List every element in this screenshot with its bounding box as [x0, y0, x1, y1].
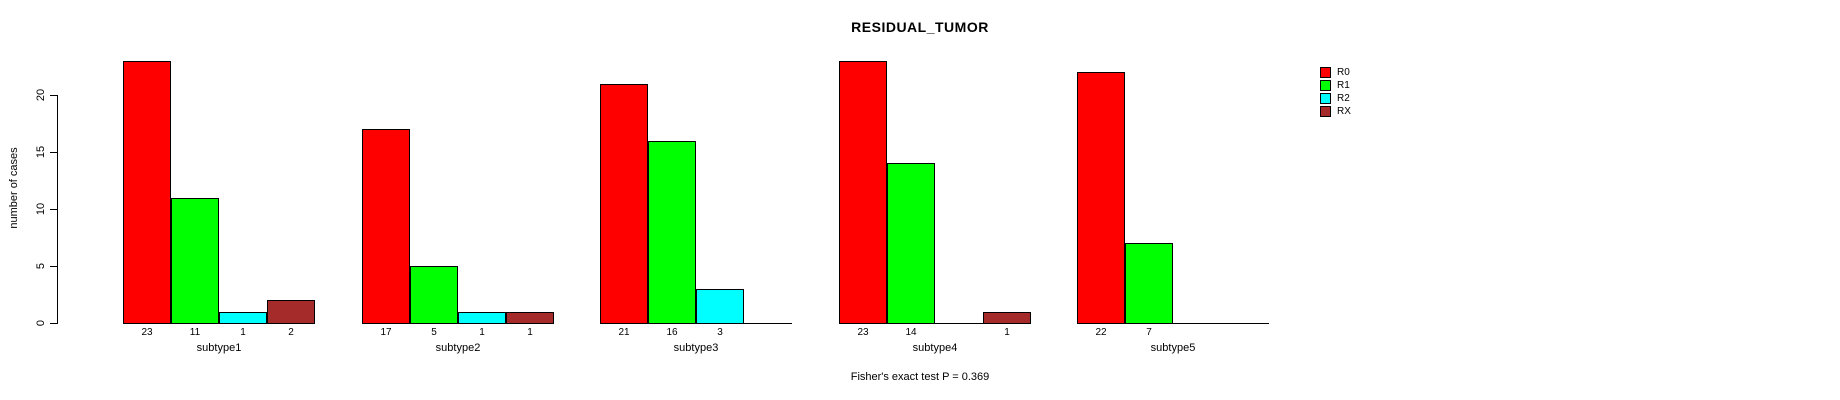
y-axis-tick	[50, 209, 57, 210]
legend-swatch-R2	[1320, 93, 1331, 104]
y-axis-tick-label: 5	[35, 262, 47, 270]
group-baseline	[1077, 323, 1269, 324]
bar-count-label: 11	[189, 327, 201, 338]
y-axis-line	[57, 95, 58, 324]
bar-count-label: 1	[479, 327, 485, 338]
group-baseline	[839, 323, 1031, 324]
fisher-test-annotation: Fisher's exact test P = 0.369	[850, 371, 990, 383]
bar-subtype1-R2	[219, 312, 267, 324]
y-axis-tick-label: 0	[35, 319, 47, 327]
legend-label-R1: R1	[1337, 80, 1350, 91]
legend-swatch-RX	[1320, 106, 1331, 117]
y-axis-tick-label: 20	[35, 88, 47, 102]
bar-subtype3-R0	[600, 84, 648, 324]
y-axis-tick	[50, 266, 57, 267]
bar-count-label: 5	[431, 327, 437, 338]
bar-count-label: 1	[240, 327, 246, 338]
bar-subtype5-R1	[1125, 243, 1173, 324]
bar-subtype2-R1	[410, 266, 458, 324]
bar-subtype1-RX	[267, 300, 315, 324]
bar-count-label: 21	[618, 327, 630, 338]
legend-label-R2: R2	[1337, 93, 1350, 104]
bar-count-label: 23	[857, 327, 869, 338]
bar-subtype1-R1	[171, 198, 219, 324]
bar-count-label: 1	[1004, 327, 1010, 338]
x-axis-label-subtype2: subtype2	[435, 342, 481, 354]
bar-subtype5-R0	[1077, 72, 1125, 324]
bar-subtype2-R0	[362, 129, 410, 324]
bar-subtype3-R2	[696, 289, 744, 324]
x-axis-label-subtype3: subtype3	[673, 342, 719, 354]
bar-subtype3-R1	[648, 141, 696, 324]
y-axis-tick-label: 15	[35, 145, 47, 159]
bar-subtype2-RX	[506, 312, 554, 324]
legend-label-R0: R0	[1337, 67, 1350, 78]
y-axis-tick	[50, 323, 57, 324]
bar-count-label: 2	[288, 327, 294, 338]
bar-count-label: 7	[1146, 327, 1152, 338]
legend: R0 R1 R2 RX	[1320, 66, 1351, 118]
y-axis-tick-label: 10	[35, 202, 47, 216]
bar-count-label: 16	[666, 327, 678, 338]
x-axis-label-subtype1: subtype1	[196, 342, 242, 354]
bar-subtype4-R1	[887, 163, 935, 324]
legend-item-R2: R2	[1320, 92, 1351, 105]
bar-count-label: 23	[141, 327, 153, 338]
y-axis-title: number of cases	[8, 147, 20, 229]
chart-title: RESIDUAL_TUMOR	[851, 19, 989, 35]
bar-subtype2-R2	[458, 312, 506, 324]
bar-count-label: 22	[1095, 327, 1107, 338]
bar-subtype4-R0	[839, 61, 887, 324]
legend-label-RX: RX	[1337, 106, 1351, 117]
y-axis-tick	[50, 152, 57, 153]
legend-item-RX: RX	[1320, 105, 1351, 118]
legend-item-R1: R1	[1320, 79, 1351, 92]
legend-swatch-R0	[1320, 67, 1331, 78]
legend-item-R0: R0	[1320, 66, 1351, 79]
bar-count-label: 14	[905, 327, 917, 338]
bar-count-label: 3	[717, 327, 723, 338]
bar-subtype1-R0	[123, 61, 171, 324]
y-axis-tick	[50, 95, 57, 96]
bar-count-label: 1	[527, 327, 533, 338]
bar-count-label: 17	[380, 327, 392, 338]
legend-swatch-R1	[1320, 80, 1331, 91]
x-axis-label-subtype4: subtype4	[912, 342, 958, 354]
bar-subtype4-RX	[983, 312, 1031, 324]
x-axis-label-subtype5: subtype5	[1150, 342, 1196, 354]
